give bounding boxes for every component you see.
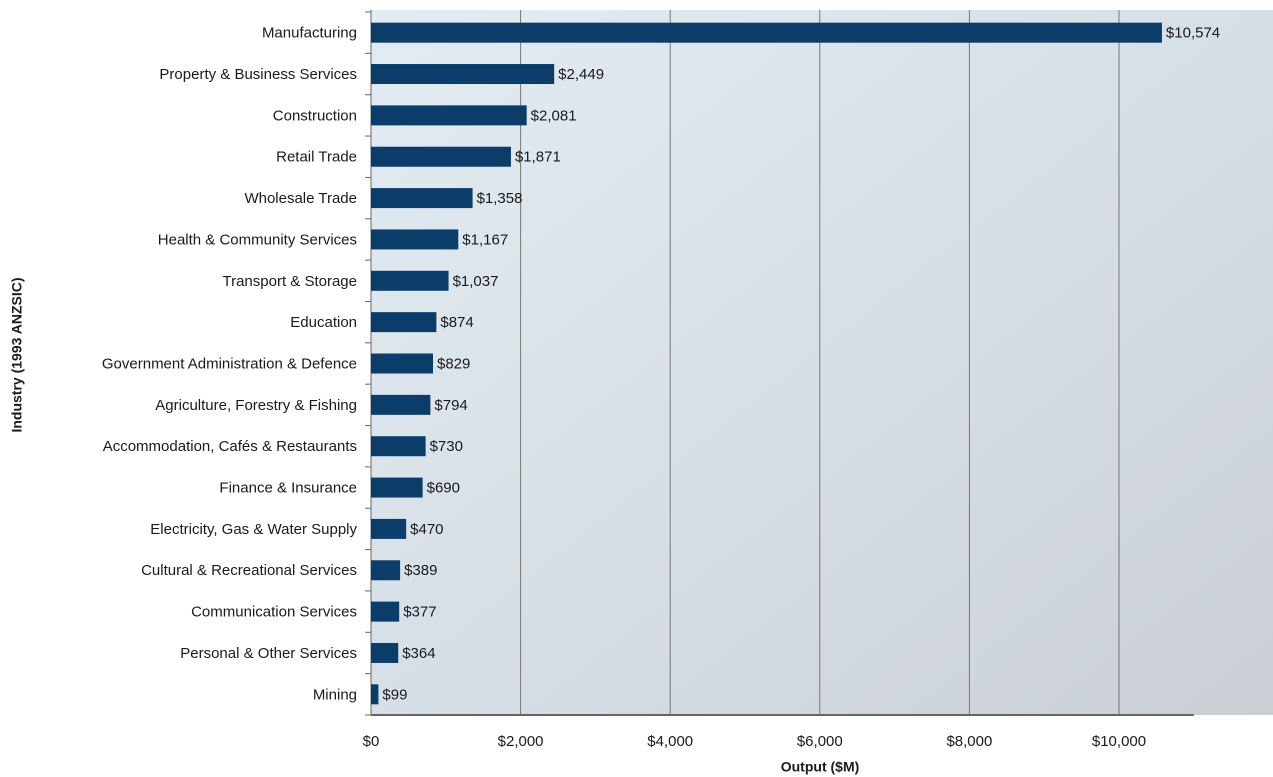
- y-tick-label: Wholesale Trade: [244, 190, 357, 207]
- bar: [371, 146, 511, 167]
- bar: [371, 312, 437, 333]
- bar: [371, 353, 434, 374]
- bar: [371, 518, 407, 539]
- value-label: $377: [403, 604, 436, 621]
- value-label: $2,449: [558, 66, 604, 83]
- bar: [371, 188, 473, 209]
- value-label: $1,358: [477, 190, 523, 207]
- value-label: $99: [382, 686, 407, 703]
- value-label: $1,167: [462, 231, 508, 248]
- bar: [371, 229, 459, 250]
- y-tick-label: Communication Services: [191, 604, 357, 621]
- x-axis-title: Output ($M): [781, 759, 860, 775]
- y-tick-label: Mining: [313, 686, 357, 703]
- bar: [371, 684, 379, 705]
- x-tick-label: $10,000: [1092, 733, 1146, 750]
- bar: [371, 270, 449, 291]
- value-label: $1,871: [515, 149, 561, 166]
- y-tick-label: Construction: [273, 107, 357, 124]
- y-axis-title: Industry (1993 ANZSIC): [9, 277, 25, 432]
- value-label: $690: [427, 480, 460, 497]
- plot-background: [371, 10, 1273, 715]
- bar: [371, 64, 555, 85]
- bar: [371, 642, 399, 663]
- y-tick-label: Education: [290, 314, 357, 331]
- y-tick-label: Electricity, Gas & Water Supply: [150, 521, 357, 538]
- value-label: $829: [437, 355, 470, 372]
- y-tick-label: Finance & Insurance: [219, 480, 357, 497]
- bar: [371, 22, 1162, 43]
- value-label: $10,574: [1166, 25, 1220, 42]
- y-tick-label: Transport & Storage: [222, 273, 357, 290]
- y-tick-label: Manufacturing: [262, 25, 357, 42]
- y-tick-label: Accommodation, Cafés & Restaurants: [103, 438, 357, 455]
- y-tick-label: Agriculture, Forestry & Fishing: [155, 397, 357, 414]
- x-tick-label: $4,000: [647, 733, 693, 750]
- x-tick-label: $0: [363, 733, 380, 750]
- value-label: $2,081: [531, 107, 577, 124]
- value-label: $389: [404, 562, 437, 579]
- bar: [371, 601, 400, 622]
- x-tick-label: $6,000: [797, 733, 843, 750]
- x-tick-label: $8,000: [946, 733, 992, 750]
- bar: [371, 560, 401, 581]
- value-label: $730: [430, 438, 463, 455]
- y-tick-label: Health & Community Services: [158, 231, 357, 248]
- x-tick-label: $2,000: [498, 733, 544, 750]
- value-label: $470: [410, 521, 443, 538]
- bar: [371, 436, 426, 457]
- bar: [371, 477, 423, 498]
- bar: [371, 394, 431, 415]
- y-tick-label: Retail Trade: [276, 149, 357, 166]
- y-tick-label: Personal & Other Services: [180, 645, 357, 662]
- value-label: $794: [434, 397, 467, 414]
- y-tick-label: Government Administration & Defence: [102, 355, 357, 372]
- value-label: $874: [440, 314, 473, 331]
- y-tick-label: Property & Business Services: [159, 66, 357, 83]
- value-label: $364: [402, 645, 435, 662]
- y-tick-label: Cultural & Recreational Services: [141, 562, 357, 579]
- bar: [371, 105, 527, 126]
- value-label: $1,037: [453, 273, 499, 290]
